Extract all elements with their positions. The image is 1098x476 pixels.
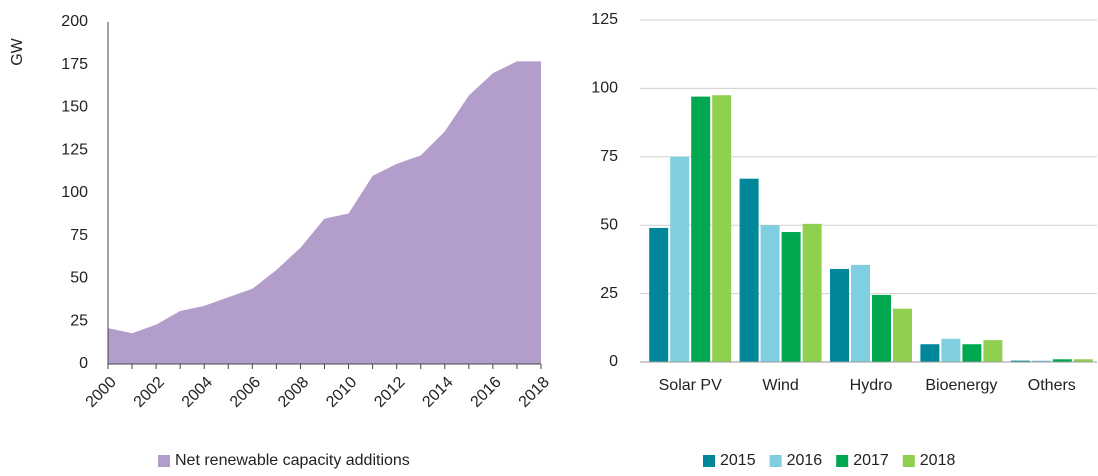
bar	[941, 338, 961, 362]
bar	[851, 264, 870, 362]
bar	[1073, 359, 1093, 362]
legend-label: Net renewable capacity additions	[175, 452, 410, 469]
y-tick-label: 75	[600, 148, 618, 165]
x-tick-label: Wind	[762, 377, 798, 394]
bar	[760, 225, 780, 362]
x-tick-label: 2006	[227, 374, 264, 411]
x-tick-label: 2000	[83, 374, 120, 411]
bar	[1010, 360, 1030, 362]
x-tick-label: 2016	[468, 374, 505, 411]
x-tick-label: 2004	[179, 374, 216, 411]
x-tick-label: Bioenergy	[925, 377, 997, 394]
legend-swatch	[836, 455, 849, 467]
y-tick-label: 50	[70, 270, 88, 287]
legend-swatch	[902, 455, 915, 467]
bar	[893, 308, 912, 362]
bar	[872, 294, 891, 362]
y-axis-label: GW	[9, 37, 26, 65]
bar	[983, 340, 1003, 362]
y-tick-label: 175	[61, 56, 88, 73]
bar	[712, 95, 732, 363]
bar	[781, 232, 801, 362]
legend-label: 2016	[787, 452, 823, 469]
legend-swatch	[158, 455, 170, 467]
legend-label: 2018	[920, 452, 956, 469]
y-tick-label: 0	[609, 353, 618, 370]
legend-label: 2017	[853, 452, 889, 469]
x-tick-label: 2002	[131, 374, 168, 411]
x-tick-label: 2018	[516, 374, 553, 411]
y-tick-label: 125	[61, 141, 88, 158]
x-tick-label: Others	[1028, 377, 1076, 394]
x-tick-label: Solar PV	[659, 377, 722, 394]
x-tick-label: 2010	[323, 374, 360, 411]
area	[108, 61, 541, 364]
y-tick-label: 150	[61, 99, 88, 116]
x-tick-label: 2008	[275, 374, 312, 411]
y-tick-label: 25	[600, 285, 618, 302]
bar	[1031, 360, 1051, 362]
legend-swatch	[703, 455, 715, 467]
y-tick-label: 0	[79, 355, 88, 372]
bar	[739, 178, 759, 362]
x-tick-label: Hydro	[850, 377, 893, 394]
bar	[920, 344, 940, 362]
bar	[830, 268, 849, 362]
y-tick-label: 125	[591, 11, 618, 28]
bar	[962, 344, 982, 362]
bar	[802, 223, 822, 362]
y-tick-label: 25	[70, 312, 88, 329]
bar	[649, 227, 669, 362]
x-tick-label: 2014	[419, 374, 456, 411]
y-tick-label: 100	[591, 80, 618, 97]
y-tick-label: 75	[70, 227, 88, 244]
bar	[691, 96, 711, 362]
legend-label: 2015	[720, 452, 756, 469]
y-tick-label: 200	[61, 13, 88, 30]
y-tick-label: 50	[600, 216, 618, 233]
bar	[1052, 359, 1072, 362]
y-tick-label: 100	[61, 184, 88, 201]
legend-swatch	[769, 455, 782, 467]
bar	[670, 156, 690, 362]
x-tick-label: 2012	[371, 374, 408, 411]
